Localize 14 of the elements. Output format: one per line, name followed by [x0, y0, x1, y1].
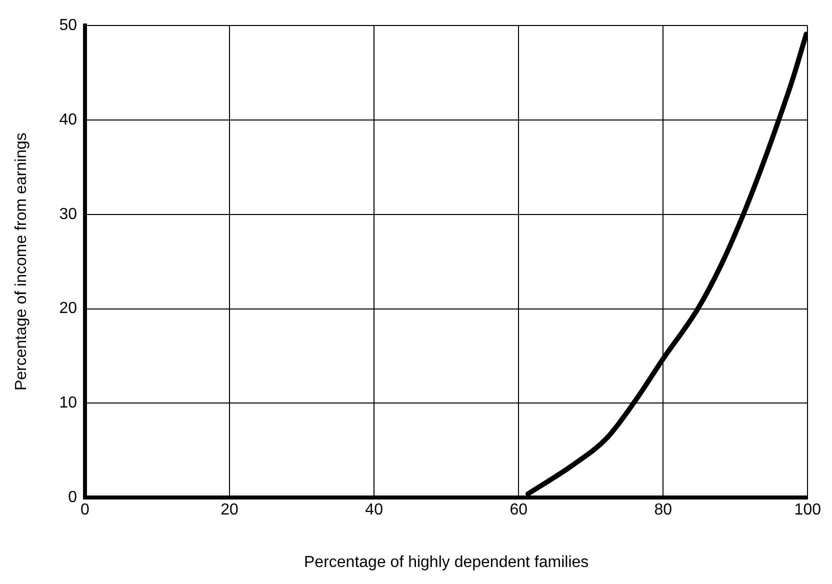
x-tick-label: 60	[510, 502, 528, 519]
y-tick-label: 30	[59, 206, 78, 223]
y-tick-label: 50	[59, 17, 78, 34]
x-tick-label: 80	[654, 502, 672, 519]
y-axis-title: Percentage of income from earnings	[13, 132, 30, 391]
x-axis-title: Percentage of highly dependent families	[304, 554, 589, 571]
x-tick-label: 40	[365, 502, 384, 519]
y-tick-label: 10	[59, 394, 78, 412]
y-tick-label: 40	[59, 111, 78, 128]
y-tick-label: 20	[59, 300, 78, 318]
x-tick-label: 0	[80, 502, 90, 519]
x-tick-label: 20	[220, 502, 239, 519]
y-tick-label: 0	[68, 489, 78, 506]
x-tick-label: 100	[794, 502, 822, 519]
